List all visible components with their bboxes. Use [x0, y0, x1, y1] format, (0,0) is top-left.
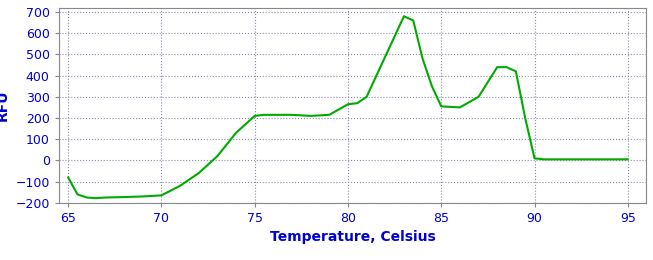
X-axis label: Temperature, Celsius: Temperature, Celsius — [270, 230, 436, 244]
Y-axis label: RFU: RFU — [0, 89, 10, 121]
